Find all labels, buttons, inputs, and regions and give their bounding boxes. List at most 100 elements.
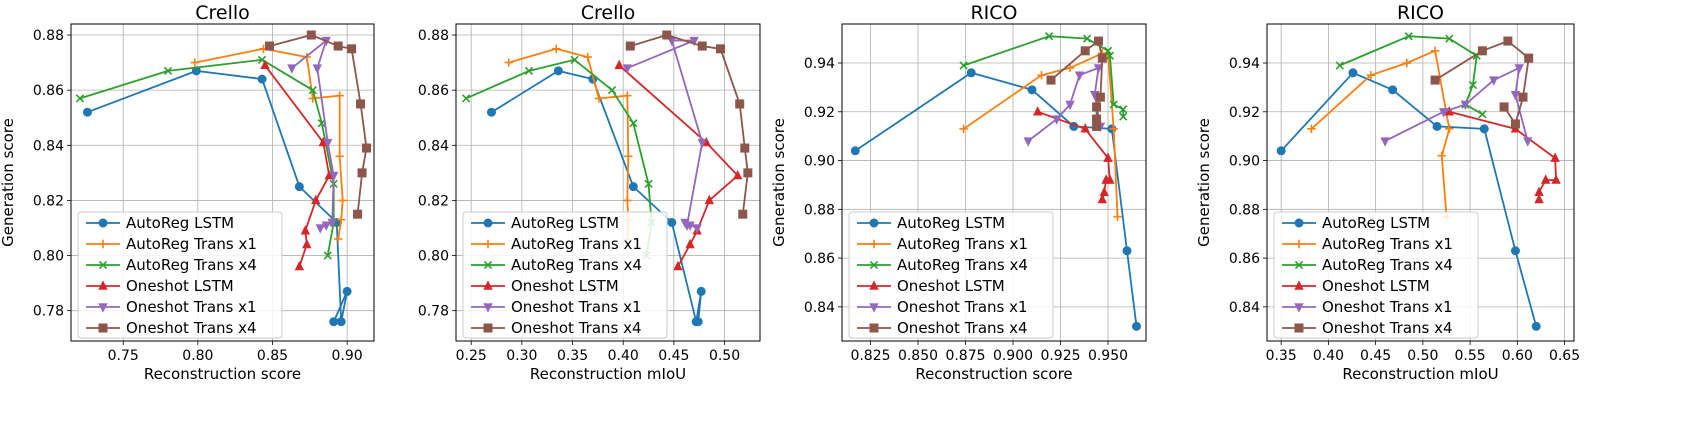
data-point: [715, 44, 725, 54]
data-point: [662, 30, 672, 40]
data-point: [1082, 34, 1092, 43]
data-point: [1276, 146, 1286, 156]
data-point: [265, 41, 275, 51]
legend-label: AutoReg Trans x4: [511, 256, 642, 274]
data-point: [583, 52, 592, 62]
data-point: [1065, 100, 1075, 111]
legend-item: AutoReg Trans x4: [86, 256, 257, 274]
y-tick-label: 0.84: [804, 300, 835, 316]
legend-box: [462, 211, 668, 339]
legend-item: AutoReg Trans x4: [857, 256, 1028, 274]
legend-label: AutoReg Trans x4: [1322, 256, 1453, 274]
legend-marker: [1294, 280, 1304, 290]
data-point: [333, 41, 343, 51]
data-point: [1103, 46, 1113, 55]
chart-title: Crello: [581, 2, 636, 24]
data-point: [1445, 124, 1454, 134]
data-point: [1518, 92, 1528, 102]
series-line: [87, 70, 349, 323]
legend-item: AutoReg LSTM: [86, 214, 234, 232]
x-axis-label: Reconstruction mIoU: [530, 365, 686, 383]
series-group: [1276, 32, 1561, 331]
legend-box: [77, 211, 283, 339]
data-point: [311, 194, 321, 205]
data-point: [1094, 36, 1104, 46]
legend-label: AutoReg LSTM: [126, 214, 234, 232]
data-point: [1510, 119, 1520, 129]
data-point: [1132, 321, 1142, 331]
data-point: [335, 152, 344, 161]
data-point: [1430, 46, 1440, 56]
legend-marker: [98, 303, 108, 313]
y-axis-label: Generation score: [0, 118, 17, 247]
legend-item: AutoReg LSTM: [1282, 214, 1430, 232]
data-point: [667, 217, 677, 227]
data-point: [1092, 121, 1102, 131]
series-group: [461, 30, 753, 327]
data-point: [260, 59, 270, 70]
chart-title: RICO: [970, 2, 1017, 24]
legend-item: Oneshot Trans x4: [86, 319, 257, 337]
series-oneshot-trans-x1: [1380, 64, 1533, 147]
y-tick-label: 0.86: [1229, 251, 1260, 267]
data-point: [1404, 32, 1413, 41]
data-point: [614, 59, 624, 70]
y-tick-label: 0.88: [418, 28, 449, 44]
y-tick-label: 0.86: [804, 251, 835, 267]
legend-label: AutoReg LSTM: [897, 214, 1005, 232]
y-axis-label: Generation score: [1195, 118, 1213, 247]
legend-marker: [1294, 218, 1304, 228]
chart-panel-3: 0.825 0.850 0.875 0.900 0.925 0.950 0.84 0.86 0.…: [770, 2, 1147, 383]
y-tick-label: 0.86: [33, 83, 64, 99]
legend-item: AutoReg Trans x4: [1282, 256, 1453, 274]
x-tick-label: 0.35: [1266, 348, 1297, 364]
data-point: [1437, 151, 1446, 160]
x-tick-label: 0.875: [945, 348, 985, 364]
legend-label: Oneshot LSTM: [897, 277, 1005, 295]
data-point: [1101, 174, 1111, 184]
legend-item: Oneshot Trans x4: [857, 319, 1028, 337]
series-autoreg-lstm: [1276, 68, 1541, 331]
data-point: [1540, 174, 1551, 184]
data-point: [1033, 106, 1043, 116]
x-tick-label: 0.85: [257, 348, 288, 364]
chart-panel-4: 0.35 0.40 0.45 0.50 0.55 0.60 0.65 0.84 0.86 0.88…: [1195, 2, 1580, 383]
data-point: [321, 221, 331, 231]
data-point: [329, 317, 339, 327]
y-tick-label: 0.94: [804, 56, 835, 72]
axes-frame: [1266, 23, 1575, 342]
series-oneshot-trans-x1: [287, 36, 339, 234]
data-point: [163, 66, 173, 75]
legend-marker: [1294, 303, 1304, 313]
data-point: [959, 124, 968, 134]
y-tick-label: 0.92: [804, 105, 835, 121]
series-group: [850, 32, 1142, 331]
data-point: [1510, 91, 1521, 101]
data-point: [622, 64, 632, 74]
data-point: [1366, 71, 1376, 80]
axes-frame: [70, 23, 375, 342]
data-point: [704, 194, 715, 205]
legend-marker: [1294, 239, 1304, 249]
legend-marker: [98, 218, 108, 228]
data-point: [329, 171, 339, 182]
legend-marker: [869, 303, 879, 313]
legend-item: Oneshot Trans x4: [471, 319, 642, 337]
data-point: [306, 30, 316, 40]
y-tick-label: 0.92: [1229, 105, 1260, 121]
data-point: [693, 317, 703, 327]
x-tick-label: 0.25: [456, 348, 487, 364]
data-point: [1095, 92, 1105, 102]
data-point: [504, 58, 513, 67]
series-autoreg-trans-x1: [190, 44, 347, 244]
x-axis-label: Reconstruction mIoU: [1342, 365, 1498, 383]
x-axis-label: Reconstruction score: [144, 365, 301, 383]
series-autoreg-trans-x4: [959, 32, 1128, 121]
data-point: [1097, 193, 1107, 204]
data-point: [607, 86, 617, 95]
data-point: [850, 146, 860, 156]
data-point: [1097, 53, 1107, 63]
legend-label: Oneshot Trans x1: [126, 298, 257, 316]
series-oneshot-lstm: [260, 59, 334, 271]
data-point: [1531, 321, 1541, 331]
